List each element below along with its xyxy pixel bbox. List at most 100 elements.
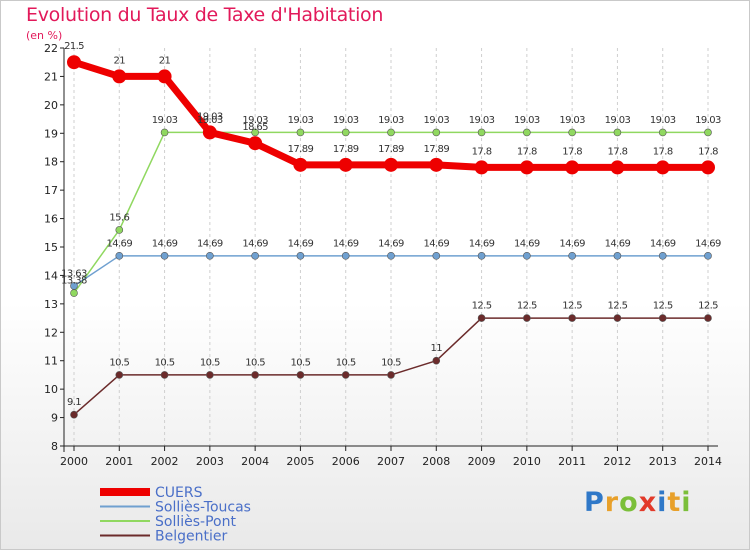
legend-label-solli-s-toucas: Solliès-Toucas bbox=[155, 500, 251, 516]
data-label-solli-s-toucas-2007: 14.69 bbox=[378, 238, 404, 249]
point-belgentier-2012 bbox=[613, 314, 622, 322]
data-label-solli-s-pont-2000: 13.38 bbox=[61, 276, 87, 287]
data-label-cuers-2000: 21.5 bbox=[64, 41, 84, 52]
data-label-solli-s-toucas-2009: 14.69 bbox=[469, 238, 495, 249]
data-label-belgentier-2004: 10.5 bbox=[245, 357, 265, 368]
proxiti-logo: Proxiti bbox=[584, 487, 692, 518]
x-tick-label: 2004 bbox=[241, 455, 269, 468]
point-belgentier-2000 bbox=[70, 410, 78, 419]
point-cuers-2006 bbox=[338, 157, 353, 172]
data-label-cuers-2008: 17.89 bbox=[423, 144, 449, 155]
data-label-belgentier-2007: 10.5 bbox=[381, 357, 401, 368]
y-tick-label: 13 bbox=[44, 298, 58, 311]
point-solli-s-pont-2002 bbox=[160, 128, 169, 137]
data-label-solli-s-toucas-2002: 14.69 bbox=[152, 238, 178, 249]
logo-letter: x bbox=[638, 487, 658, 518]
y-tick-label: 17 bbox=[44, 184, 58, 197]
logo-letter: r bbox=[604, 487, 620, 518]
data-label-belgentier-2012: 12.5 bbox=[607, 301, 627, 312]
data-label-cuers-2006: 17.89 bbox=[333, 144, 359, 155]
data-label-cuers-2003: 19.03 bbox=[197, 111, 223, 122]
y-tick-label: 19 bbox=[44, 127, 58, 140]
data-label-cuers-2004: 18.65 bbox=[242, 122, 268, 133]
point-solli-s-toucas-2003 bbox=[206, 252, 214, 260]
data-label-solli-s-toucas-2004: 14.69 bbox=[242, 238, 268, 249]
logo-letter: i bbox=[681, 487, 692, 518]
axes: 8 9 10 11 12 13 14 15 16 17 18 19 20 21 22 2000 2001 2002… bbox=[44, 42, 722, 468]
point-solli-s-pont-2005 bbox=[296, 128, 305, 137]
data-label-solli-s-toucas-2013: 14.69 bbox=[650, 238, 676, 249]
point-cuers-2003 bbox=[202, 125, 217, 140]
data-label-solli-s-pont-2009: 19.03 bbox=[469, 115, 495, 126]
point-solli-s-toucas-2001 bbox=[115, 252, 124, 260]
point-solli-s-toucas-2005 bbox=[296, 252, 305, 260]
y-axis-unit: (en %) bbox=[26, 29, 63, 42]
data-label-solli-s-toucas-2010: 14.69 bbox=[514, 238, 540, 249]
data-label-solli-s-pont-2004: 19.03 bbox=[242, 115, 268, 126]
point-solli-s-pont-2007 bbox=[387, 128, 395, 137]
y-tick-label: 14 bbox=[44, 269, 58, 282]
data-label-belgentier-2000: 9.1 bbox=[67, 397, 81, 408]
x-tick-label: 2014 bbox=[694, 455, 722, 468]
y-tick-label: 8 bbox=[51, 440, 58, 453]
legend-label-cuers: CUERS bbox=[155, 485, 203, 501]
point-solli-s-pont-2014 bbox=[704, 128, 712, 137]
point-belgentier-2011 bbox=[568, 314, 576, 322]
point-cuers-2011 bbox=[565, 160, 580, 175]
legend-label-solli-s-pont: Solliès-Pont bbox=[155, 514, 236, 530]
data-label-solli-s-pont-2014: 19.03 bbox=[695, 115, 721, 126]
point-solli-s-toucas-2007 bbox=[387, 252, 395, 260]
y-tick-label: 12 bbox=[44, 326, 58, 339]
x-tick-label: 2006 bbox=[332, 455, 360, 468]
data-label-belgentier-2010: 12.5 bbox=[517, 301, 537, 312]
data-label-solli-s-pont-2011: 19.03 bbox=[559, 115, 585, 126]
point-cuers-2002 bbox=[157, 69, 172, 84]
x-tick-label: 2013 bbox=[649, 455, 677, 468]
data-label-cuers-2005: 17.89 bbox=[288, 144, 314, 155]
legend-label-belgentier: Belgentier bbox=[155, 529, 227, 545]
grid-lines bbox=[73, 48, 709, 446]
point-solli-s-toucas-2004 bbox=[251, 252, 259, 260]
data-label-cuers-2014: 17.8 bbox=[698, 146, 718, 157]
data-label-belgentier-2002: 10.5 bbox=[155, 357, 175, 368]
data-label-belgentier-2011: 12.5 bbox=[562, 301, 582, 312]
y-tick-label: 16 bbox=[44, 213, 58, 226]
y-tick-label: 21 bbox=[44, 70, 58, 83]
point-solli-s-toucas-2014 bbox=[704, 252, 712, 260]
logo-letter: t bbox=[667, 487, 682, 518]
data-label-solli-s-pont-2012: 19.03 bbox=[605, 115, 631, 126]
point-belgentier-2004 bbox=[251, 371, 259, 379]
point-cuers-2001 bbox=[112, 69, 127, 84]
data-label-solli-s-pont-2002: 19.03 bbox=[152, 115, 178, 126]
point-solli-s-pont-2009 bbox=[477, 128, 486, 137]
data-label-solli-s-toucas-2008: 14.69 bbox=[423, 238, 449, 249]
y-tick-label: 15 bbox=[44, 241, 58, 254]
point-solli-s-toucas-2009 bbox=[477, 252, 486, 260]
y-tick-label: 18 bbox=[44, 156, 58, 169]
x-tick-label: 2009 bbox=[468, 455, 496, 468]
data-label-solli-s-toucas-2006: 14.69 bbox=[333, 238, 359, 249]
logo-letter: P bbox=[584, 487, 605, 518]
x-tick-label: 2003 bbox=[196, 455, 224, 468]
data-label-solli-s-pont-2008: 19.03 bbox=[423, 115, 449, 126]
point-belgentier-2002 bbox=[160, 371, 169, 379]
data-label-cuers-2013: 17.8 bbox=[653, 146, 673, 157]
data-label-cuers-2009: 17.8 bbox=[472, 146, 492, 157]
data-label-belgentier-2014: 12.5 bbox=[698, 301, 718, 312]
point-cuers-2009 bbox=[474, 160, 489, 175]
x-tick-label: 2001 bbox=[105, 455, 133, 468]
point-solli-s-pont-2001 bbox=[115, 226, 124, 234]
data-label-solli-s-pont-2006: 19.03 bbox=[333, 115, 359, 126]
data-label-belgentier-2006: 10.5 bbox=[336, 357, 356, 368]
point-solli-s-toucas-2012 bbox=[613, 252, 622, 260]
data-labels: 9.1 10.5 10.5 10.5 10.5 10.5 10.5 10.5 11 12.5 12.… bbox=[61, 41, 721, 408]
data-label-belgentier-2008: 11 bbox=[431, 343, 443, 354]
point-belgentier-2003 bbox=[206, 371, 214, 379]
data-label-belgentier-2009: 12.5 bbox=[472, 301, 492, 312]
data-label-solli-s-toucas-2003: 14.69 bbox=[197, 238, 223, 249]
data-label-solli-s-pont-2007: 19.03 bbox=[378, 115, 404, 126]
x-tick-label: 2002 bbox=[151, 455, 179, 468]
data-label-solli-s-toucas-2011: 14.69 bbox=[559, 238, 585, 249]
point-solli-s-toucas-2000 bbox=[70, 282, 78, 290]
data-label-solli-s-toucas-2000: 13.63 bbox=[61, 268, 87, 279]
